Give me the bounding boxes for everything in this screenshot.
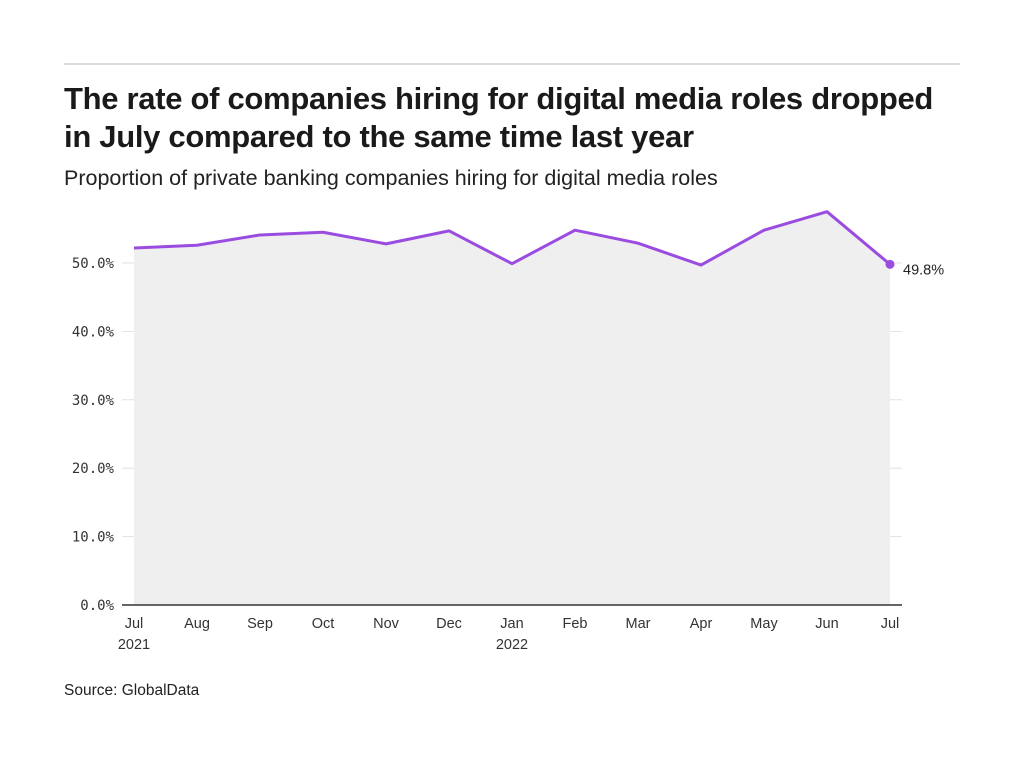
- series-line: [133, 210, 891, 267]
- top-divider: [64, 63, 960, 65]
- x-tick-label: Sep: [247, 616, 273, 632]
- y-tick-label: 10.0%: [72, 530, 115, 546]
- end-data-label: 49.8%: [903, 262, 944, 278]
- x-tick-label: Apr: [690, 616, 713, 632]
- x-tick-sublabel: 2022: [496, 637, 528, 653]
- y-tick-label: 40.0%: [72, 324, 115, 340]
- x-tick-label: Dec: [436, 616, 462, 632]
- series-area: [134, 211, 890, 605]
- y-tick-label: 0.0%: [80, 598, 114, 614]
- x-tick-sublabel: 2021: [118, 637, 150, 653]
- x-axis: Jul 2021 Aug Sep Oct Nov Dec Jan 2022 Feb Mar Apr Ma…: [118, 616, 899, 653]
- x-tick-label: Jul: [125, 616, 144, 632]
- y-tick-label: 50.0%: [72, 256, 115, 272]
- chart-subtitle: Proportion of private banking companies …: [64, 166, 718, 190]
- x-tick-label: Oct: [312, 616, 335, 632]
- x-tick-label: Mar: [626, 616, 651, 632]
- x-tick-label: Jun: [815, 616, 838, 632]
- x-tick-label: Jul: [881, 616, 900, 632]
- x-tick-label: Jan: [500, 616, 523, 632]
- y-axis: 0.0% 10.0% 20.0% 30.0% 40.0% 50.0%: [72, 256, 115, 614]
- source-note: Source: GlobalData: [64, 682, 200, 699]
- series-points: [885, 259, 895, 269]
- x-tick-label: Nov: [373, 616, 400, 632]
- x-tick-label: May: [750, 616, 778, 632]
- y-tick-label: 30.0%: [72, 393, 115, 409]
- end-point-marker: [885, 259, 895, 269]
- y-tick-label: 20.0%: [72, 461, 115, 477]
- x-tick-label: Feb: [563, 616, 588, 632]
- x-tick-label: Aug: [184, 616, 210, 632]
- chart-title: The rate of companies hiring for digital…: [64, 81, 934, 154]
